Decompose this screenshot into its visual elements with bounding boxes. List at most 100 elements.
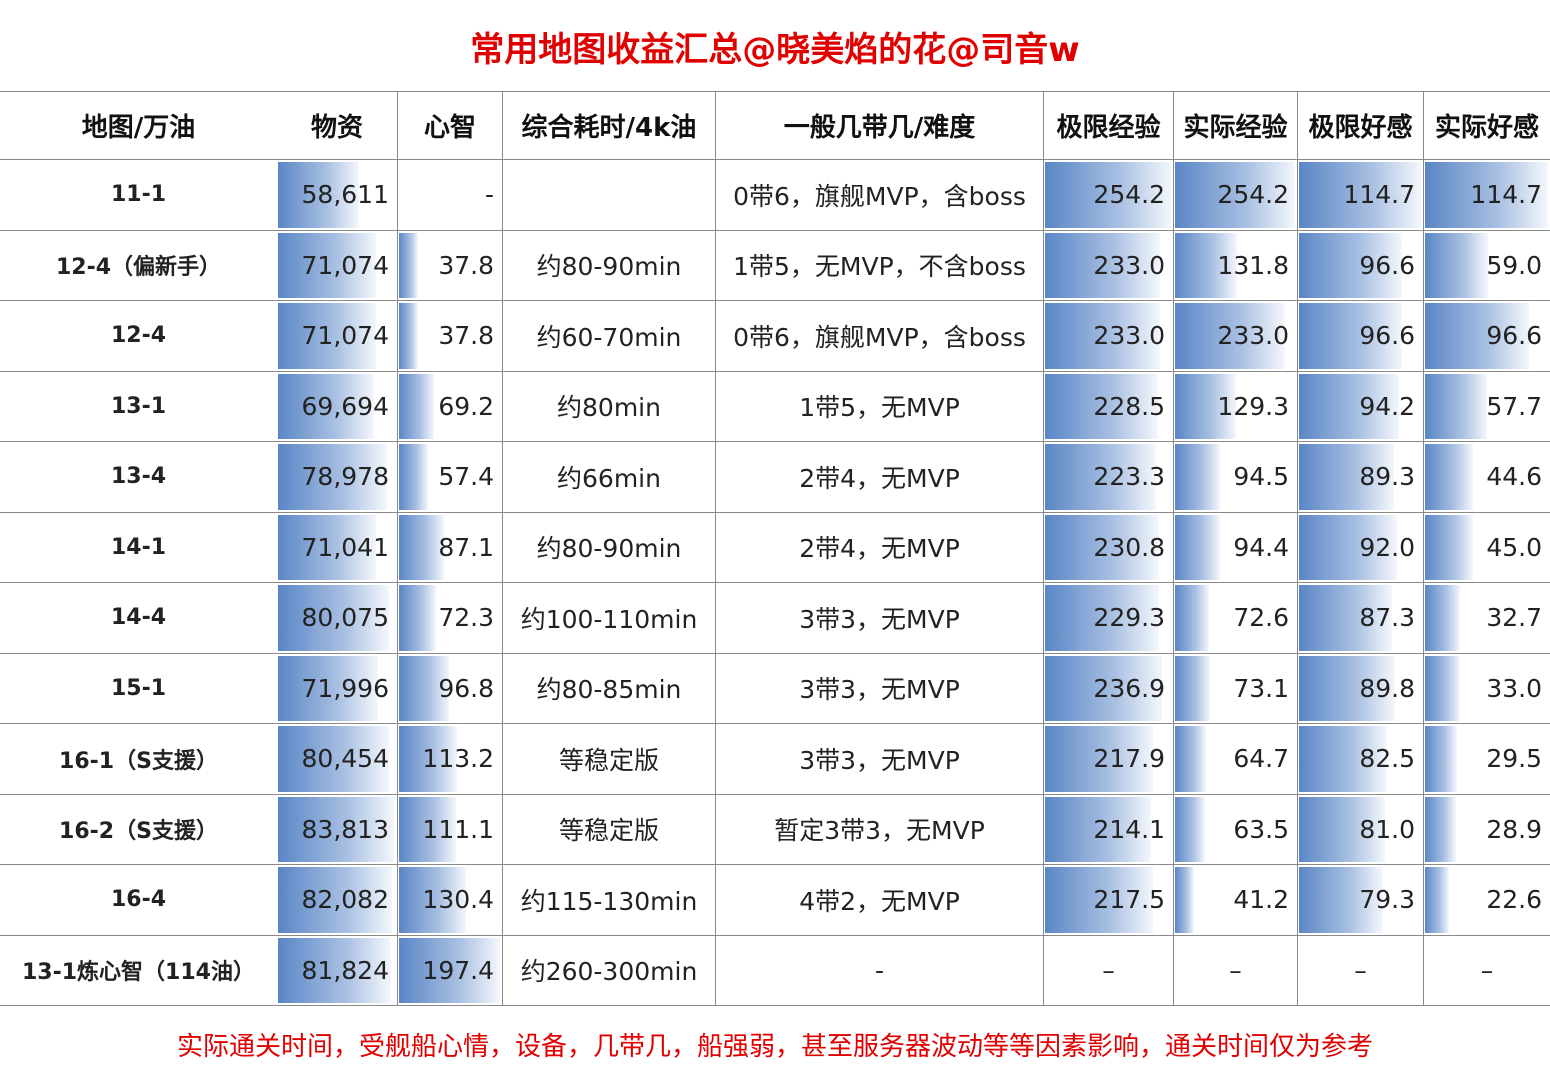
data-bar <box>1299 514 1397 580</box>
table-cell: - <box>715 935 1043 1006</box>
table-cell: 3带3，无MVP <box>715 724 1043 795</box>
table-cell: 约66min <box>502 442 715 513</box>
cell-text: 4带2，无MVP <box>799 886 960 916</box>
data-bar <box>278 585 389 651</box>
cell-text: 3带3，无MVP <box>799 675 960 705</box>
cell-text: 13-1炼心智（114油） <box>22 960 255 986</box>
table-cell: 214.1 <box>1043 794 1173 865</box>
cell-text: 约60-70min <box>536 322 682 352</box>
cell-text: 96.6 <box>1359 250 1415 280</box>
table-cell: 71,996 <box>277 654 397 724</box>
data-bar <box>1045 796 1152 862</box>
cell-text: 89.8 <box>1359 673 1415 703</box>
cell-text: – <box>1354 955 1367 985</box>
data-bar <box>1299 444 1394 510</box>
cell-text: 约66min <box>557 463 661 493</box>
cell-text: 197.4 <box>422 955 494 985</box>
row-label: 16-2（S支援） <box>0 795 277 865</box>
data-bar <box>1045 867 1153 933</box>
cell-text: 81,824 <box>301 955 389 985</box>
cell-text: 71,074 <box>301 321 389 351</box>
table-cell: 约80-90min <box>502 230 715 301</box>
table-cell: 233.0 <box>1043 301 1173 372</box>
data-bar <box>1299 726 1387 792</box>
cell-text: 45.0 <box>1486 532 1542 562</box>
table-cell: 129.3 <box>1173 371 1297 442</box>
cell-text: 3带3，无MVP <box>799 604 960 634</box>
data-bar <box>1175 514 1220 580</box>
row-label: 13-1炼心智（114油） <box>0 936 277 1006</box>
table-cell: 78,978 <box>277 442 397 513</box>
data-bar <box>1425 232 1489 298</box>
table-cell: 约260-300min <box>502 935 715 1006</box>
table-cell: 0带6，旗舰MVP，含boss <box>715 160 1043 231</box>
table-cell: 111.1 <box>397 794 502 865</box>
table-cell: 等稳定版 <box>502 794 715 865</box>
table-cell: 81,824 <box>277 936 397 1006</box>
data-bar <box>1299 867 1384 933</box>
cell-text: 81.0 <box>1359 814 1415 844</box>
table-cell: 233.0 <box>1173 301 1297 372</box>
data-bar <box>1175 585 1210 651</box>
table-cell: 44.6 <box>1423 442 1550 513</box>
data-bar <box>1045 303 1161 369</box>
column-header: 综合耗时/4k油 <box>502 91 715 160</box>
table-cell: 131.8 <box>1173 230 1297 301</box>
table-cell: 229.3 <box>1043 583 1173 654</box>
cell-text: 69.2 <box>438 391 494 421</box>
table-cell: 63.5 <box>1173 794 1297 865</box>
table-cell: 96.6 <box>1297 230 1423 301</box>
data-bar <box>278 373 375 439</box>
table-cell: 217.5 <box>1043 865 1173 936</box>
column-header: 极限经验 <box>1043 91 1173 160</box>
data-bar <box>1425 373 1487 439</box>
data-bar <box>1425 514 1474 580</box>
data-bar <box>278 867 392 933</box>
data-bar <box>399 514 444 580</box>
data-bar <box>1299 303 1402 369</box>
cell-text: 87.1 <box>438 532 494 562</box>
data-bar <box>278 303 377 369</box>
cell-text: - <box>874 955 885 985</box>
cell-text: 214.1 <box>1093 814 1165 844</box>
cell-text: 254.2 <box>1217 180 1289 210</box>
table-cell: 197.4 <box>397 935 502 1006</box>
table-cell: 约100-110min <box>502 583 715 654</box>
table-cell: 236.9 <box>1043 653 1173 724</box>
table-cell: 89.8 <box>1297 653 1423 724</box>
data-bar <box>1425 796 1456 862</box>
cell-text: 80,454 <box>301 744 389 774</box>
table-cell: – <box>1043 935 1173 1006</box>
cell-text: 228.5 <box>1093 391 1165 421</box>
data-bar <box>1299 232 1402 298</box>
table-cell: - <box>397 160 502 231</box>
cell-text: 223.3 <box>1093 462 1165 492</box>
cell-text: 32.7 <box>1486 603 1542 633</box>
data-bar <box>278 796 394 862</box>
data-bar <box>1045 373 1159 439</box>
data-bar <box>1175 655 1210 721</box>
table-cell: 1带5，无MVP <box>715 371 1043 442</box>
row-label: 14-4 <box>0 583 277 654</box>
cell-text: 29.5 <box>1486 744 1542 774</box>
table-cell: 28.9 <box>1423 794 1550 865</box>
table-cell: 254.2 <box>1043 160 1173 231</box>
data-bar <box>399 655 449 721</box>
table-cell: 130.4 <box>397 865 502 936</box>
cell-text: 69,694 <box>301 391 389 421</box>
cell-text: - <box>484 180 494 210</box>
cell-text: 233.0 <box>1093 250 1165 280</box>
row-label: 12-4（偏新手） <box>0 231 277 301</box>
table-cell: 230.8 <box>1043 512 1173 583</box>
data-bar <box>1175 726 1206 792</box>
table-cell: 22.6 <box>1423 865 1550 936</box>
data-bar <box>278 726 390 792</box>
data-bar <box>278 937 392 1003</box>
table-cell: 2带4，无MVP <box>715 512 1043 583</box>
cell-text: 129.3 <box>1217 391 1289 421</box>
cell-text: 约80-85min <box>536 675 682 705</box>
cell-text: – <box>1480 955 1494 985</box>
table-cell: 32.7 <box>1423 583 1550 654</box>
cell-text: 2带4，无MVP <box>799 463 960 493</box>
data-bar <box>1175 373 1237 439</box>
